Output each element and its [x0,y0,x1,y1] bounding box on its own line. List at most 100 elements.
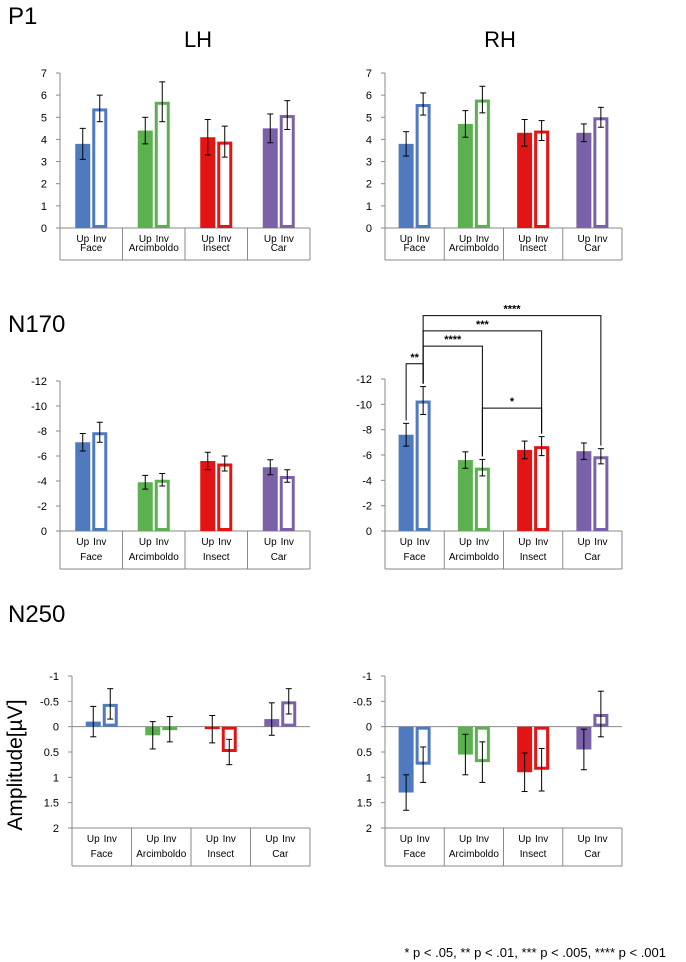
condition-label: Inv [163,834,176,845]
y-tick-label: -4 [37,476,47,488]
bar-car-up [262,467,278,531]
condition-label: Up [518,537,531,548]
category-label: Car [584,552,601,563]
condition-label: Up [459,537,472,548]
footnote: * p < .05, ** p < .01, *** p < .005, ***… [404,945,666,960]
y-tick-label: 4 [41,134,47,146]
category-label: Arcimboldo [449,243,499,254]
condition-label: Up [577,834,590,845]
bar-face-inv [415,104,431,228]
condition-label: Inv [416,537,429,548]
condition-label: Up [518,834,531,845]
y-tick-label: 0 [366,722,372,734]
category-label: Insect [520,243,547,254]
category-label: Arcimboldo [449,849,499,860]
bar-insect-inv [534,130,550,228]
category-label: Car [272,849,289,860]
significance-bracket [422,315,602,446]
bar-car-up [262,128,278,228]
bar-insect-up [517,449,533,531]
condition-label: Up [264,537,277,548]
category-label: Face [404,552,427,563]
condition-label: Up [76,537,89,548]
category-label: Insect [203,243,230,254]
condition-label: Inv [594,234,607,245]
y-tick-label: 7 [41,68,47,80]
condition-label: Inv [594,537,607,548]
y-tick-label: 2 [366,823,372,835]
y-tick-label: -2 [362,501,372,513]
condition-label: Inv [476,834,489,845]
bar-car-inv [593,117,609,228]
bar-insect-inv [217,463,233,531]
hemisphere-label-rh: RH [484,27,516,52]
bar-face-up [398,434,414,531]
category-label: Arcimboldo [129,243,179,254]
condition-label: Inv [476,234,489,245]
condition-label: Up [459,834,472,845]
y-tick-label: -1 [362,671,372,683]
y-tick-label: 1 [366,201,372,213]
condition-label: Up [206,834,219,845]
y-axis-title: Amplitude[µV] [4,699,27,830]
bar-arcimboldo-inv [474,99,490,228]
y-tick-label: 1 [366,772,372,784]
y-tick-label: -10 [356,399,372,411]
y-tick-label: 4 [366,134,372,146]
condition-label: Up [577,537,590,548]
condition-label: Inv [156,234,169,245]
condition-label: Up [139,234,152,245]
condition-label: Inv [476,537,489,548]
y-tick-label: 1 [53,772,59,784]
y-tick-label: -6 [37,451,47,463]
significance-label: *** [476,319,490,331]
significance-label: ** [410,352,419,364]
condition-label: Up [264,234,277,245]
category-label: Arcimboldo [136,849,186,860]
condition-label: Up [265,834,278,845]
condition-label: Up [400,834,413,845]
y-tick-label: 1.5 [44,798,59,810]
y-tick-label: 0.5 [44,747,59,759]
category-label: Arcimboldo [129,552,179,563]
y-tick-label: -0.5 [40,696,59,708]
y-tick-label: 6 [366,90,372,102]
condition-label: Inv [93,234,106,245]
bar-car-inv [279,115,295,228]
y-tick-label: 3 [41,157,47,169]
y-tick-label: 0 [41,223,47,235]
y-tick-label: 3 [366,157,372,169]
y-tick-label: 0 [366,526,372,538]
y-tick-label: 1 [41,201,47,213]
condition-label: Up [146,834,159,845]
condition-label: Inv [156,537,169,548]
bar-arcimboldo-up [457,460,473,531]
condition-label: Up [400,537,413,548]
category-label: Insect [520,552,547,563]
y-tick-label: -6 [362,450,372,462]
bar-insect-inv [534,446,550,531]
y-tick-label: -10 [31,401,47,413]
significance-bracket [481,407,543,457]
bar-arcimboldo-inv [154,479,170,531]
y-tick-label: -8 [362,425,372,437]
condition-label: Inv [104,834,117,845]
bar-face-inv [415,400,431,531]
chart-n250-lh: -1 -0.5 0 0.5 1 1.5 2 Up Inv Face Up Inv Arcimboldo U… [40,671,311,867]
y-tick-label: 5 [366,112,372,124]
bar-car-inv [279,476,295,531]
chart-n170-lh: 0 -2 -4 -6 -8 -10 -12 Up Inv Face Up Inv Arcimboldo U… [31,376,311,570]
bar-arcimboldo-inv [474,467,490,531]
y-tick-label: -0.5 [353,696,372,708]
condition-label: Up [400,234,413,245]
category-label: Insect [203,552,230,563]
row-title-p1: P1 [8,3,37,30]
y-tick-label: 2 [53,823,59,835]
category-label: Face [404,849,427,860]
bar-arcimboldo-up [137,482,153,531]
bar-car-up [576,451,592,531]
y-tick-label: -1 [49,671,59,683]
